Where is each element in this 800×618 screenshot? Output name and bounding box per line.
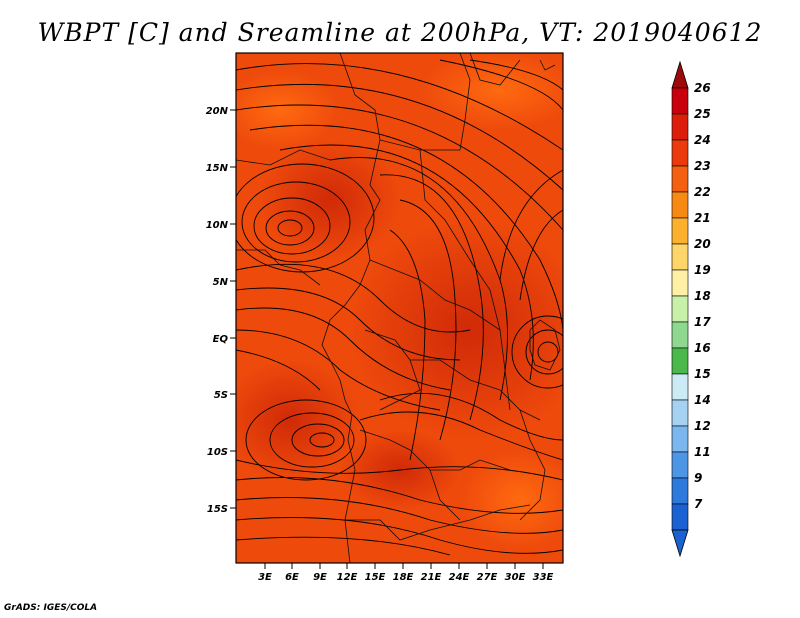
lon-axis: 3E 6E 9E 12E 15E 18E 21E 24E 27E 30E 33E bbox=[258, 563, 554, 583]
colorbar-top-triangle bbox=[671, 60, 689, 89]
colorbar-swatch bbox=[671, 399, 689, 427]
map-frame bbox=[235, 52, 564, 564]
colorbar-swatch bbox=[671, 191, 689, 219]
lat-label: 10N bbox=[206, 220, 229, 231]
lon-label: 24E bbox=[449, 572, 470, 583]
colorbar-swatch bbox=[671, 503, 689, 531]
colorbar-swatch bbox=[671, 321, 689, 349]
colorbar-swatch bbox=[671, 87, 689, 115]
colorbar-swatch bbox=[671, 425, 689, 453]
lat-label: EQ bbox=[213, 334, 229, 345]
lon-label: 33E bbox=[533, 572, 554, 583]
colorbar-label: 11 bbox=[694, 445, 711, 459]
lon-label: 15E bbox=[365, 572, 386, 583]
colorbar-label: 26 bbox=[694, 81, 711, 95]
lon-label: 9E bbox=[313, 572, 327, 583]
map-field bbox=[236, 53, 563, 563]
colorbar-swatch bbox=[671, 113, 689, 141]
streamlines bbox=[236, 59, 563, 556]
colorbar-label: 21 bbox=[694, 211, 711, 225]
colorbar-swatch bbox=[671, 373, 689, 401]
colorbar: 26 25 24 23 22 21 20 19 18 17 16 15 14 12 11 9 7 bbox=[671, 60, 711, 558]
lon-label: 27E bbox=[477, 572, 498, 583]
colorbar-swatch bbox=[671, 269, 689, 297]
colorbar-swatch bbox=[671, 451, 689, 479]
colorbar-boxes bbox=[671, 87, 689, 531]
colorbar-label: 23 bbox=[694, 159, 711, 173]
colorbar-label: 25 bbox=[694, 107, 711, 121]
lon-label: 21E bbox=[421, 572, 442, 583]
borders bbox=[236, 53, 561, 563]
lon-label: 6E bbox=[285, 572, 299, 583]
colorbar-label: 16 bbox=[694, 341, 711, 355]
colorbar-label: 7 bbox=[694, 497, 703, 511]
lon-label: 18E bbox=[393, 572, 414, 583]
colorbar-swatch bbox=[671, 217, 689, 245]
colorbar-swatch bbox=[671, 243, 689, 271]
colorbar-label: 14 bbox=[694, 393, 711, 407]
colorbar-label: 24 bbox=[694, 133, 711, 147]
colorbar-label: 9 bbox=[694, 471, 702, 485]
lat-label: 5S bbox=[214, 390, 228, 401]
lon-label: 3E bbox=[258, 572, 272, 583]
colorbar-label: 20 bbox=[694, 237, 711, 251]
colorbar-swatch bbox=[671, 295, 689, 323]
lat-label: 15S bbox=[207, 504, 228, 515]
lon-label: 12E bbox=[337, 572, 358, 583]
colorbar-label: 22 bbox=[694, 185, 711, 199]
lat-label: 15N bbox=[206, 163, 229, 174]
lat-label: 10S bbox=[207, 447, 228, 458]
colorbar-swatch bbox=[671, 165, 689, 193]
lat-label: 5N bbox=[213, 277, 229, 288]
lat-label: 20N bbox=[206, 106, 229, 117]
colorbar-swatch bbox=[671, 139, 689, 167]
colorbar-labels: 26 25 24 23 22 21 20 19 18 17 16 15 14 12 11 9 7 bbox=[694, 81, 711, 511]
colorbar-swatch bbox=[671, 347, 689, 375]
chart-title: WBPT [C] and Sreamline at 200hPa, VT: 20… bbox=[37, 18, 763, 47]
grads-credit: GrADS: IGES/COLA bbox=[4, 603, 98, 613]
lat-axis: 20N 15N 10N 5N EQ 5S 10S 15S bbox=[206, 106, 236, 515]
lon-label: 30E bbox=[505, 572, 526, 583]
colorbar-label: 12 bbox=[694, 419, 711, 433]
colorbar-swatch bbox=[671, 477, 689, 505]
colorbar-label: 18 bbox=[694, 289, 711, 303]
colorbar-label: 19 bbox=[694, 263, 711, 277]
colorbar-bottom-triangle bbox=[671, 529, 689, 558]
colorbar-label: 17 bbox=[694, 315, 711, 329]
colorbar-label: 15 bbox=[694, 367, 711, 381]
